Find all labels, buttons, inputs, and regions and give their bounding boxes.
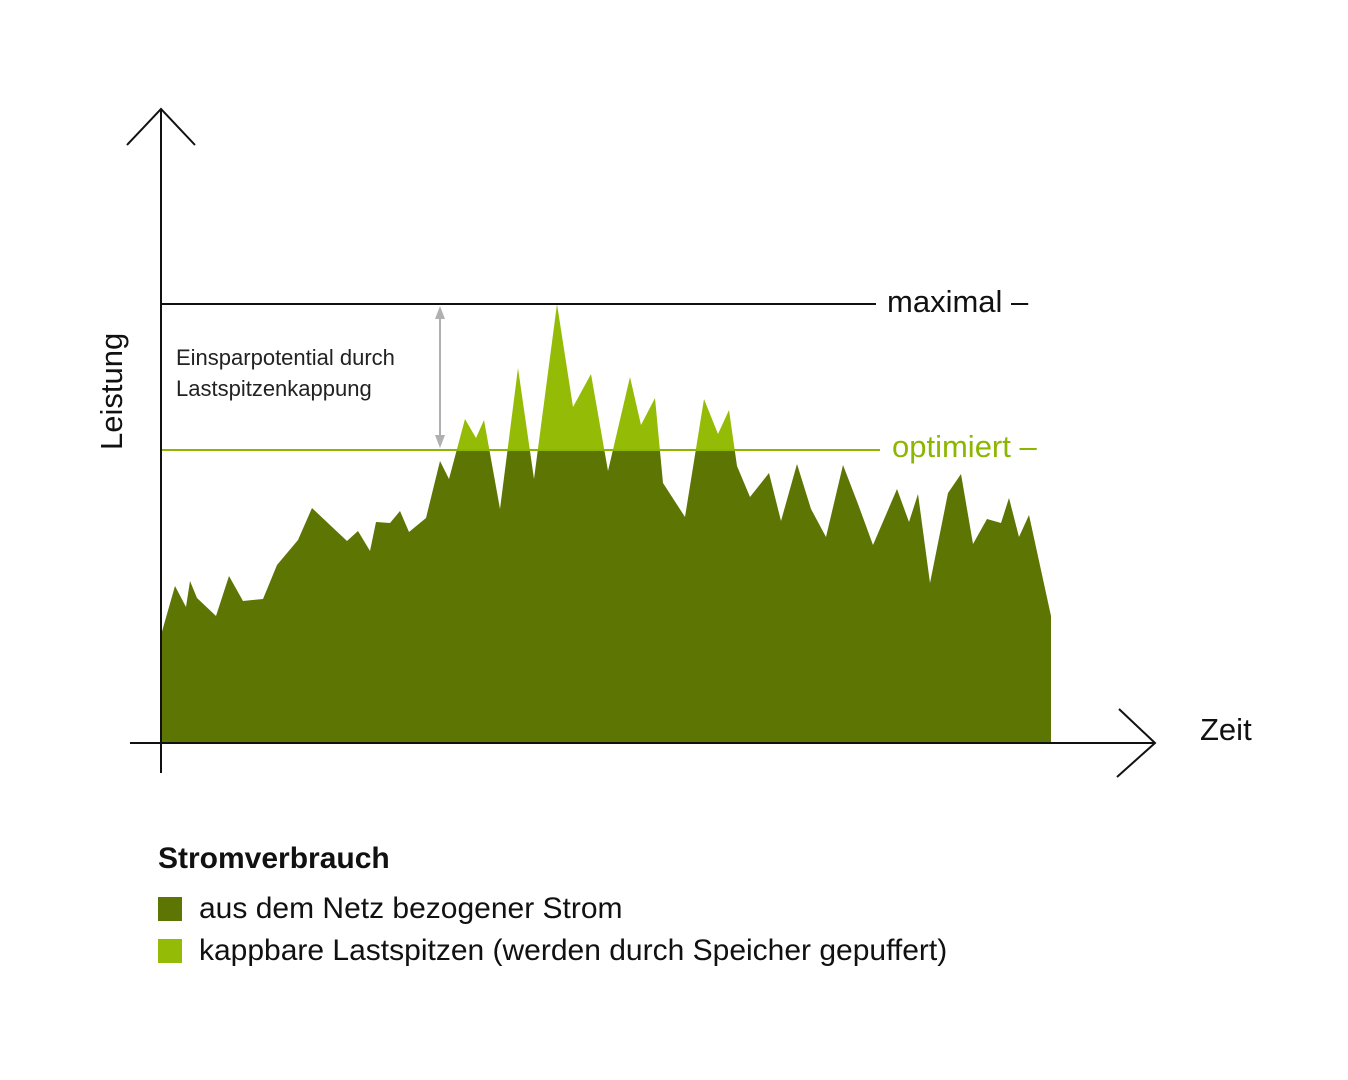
legend-swatch-light-green-icon xyxy=(158,939,182,963)
peak-area-light xyxy=(456,304,735,450)
annotation-line-2: Lastspitzenkappung xyxy=(176,376,372,401)
x-axis xyxy=(130,708,1157,778)
y-axis xyxy=(126,107,196,773)
legend-item-grid-power: aus dem Netz bezogener Strom xyxy=(158,888,947,930)
legend-item-label: aus dem Netz bezogener Strom xyxy=(199,892,623,925)
x-axis-arrow-icon xyxy=(1116,708,1157,778)
legend: Stromverbrauch aus dem Netz bezogener St… xyxy=(158,842,947,972)
y-axis-arrow-icon xyxy=(126,107,196,146)
legend-item-peak-shaving: kappbare Lastspitzen (werden durch Speic… xyxy=(158,930,947,972)
annotation-line-1: Einsparpotential durch xyxy=(176,345,395,370)
legend-title: Stromverbrauch xyxy=(158,842,390,875)
legend-swatch-dark-green-icon xyxy=(158,897,182,921)
grid-area-dark xyxy=(161,450,1051,743)
optimized-line-label: optimiert – xyxy=(892,429,1037,464)
savings-arrow-icon xyxy=(435,306,445,448)
x-axis-label: Zeit xyxy=(1200,712,1252,747)
savings-annotation: Einsparpotential durch Lastspitzenkappun… xyxy=(176,342,446,404)
legend-item-label: kappbare Lastspitzen (werden durch Speic… xyxy=(199,934,948,967)
max-line-label: maximal – xyxy=(887,284,1029,319)
y-axis-label: Leistung xyxy=(94,332,129,450)
